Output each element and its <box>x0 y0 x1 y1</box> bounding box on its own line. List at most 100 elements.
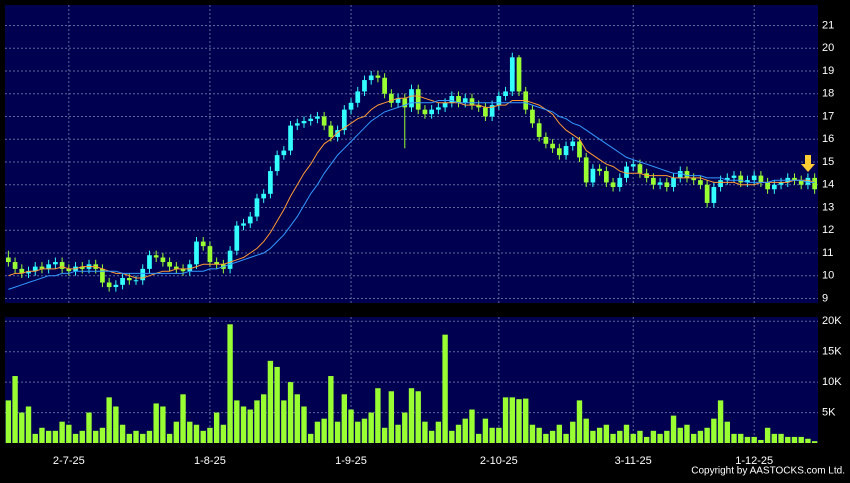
volume-bar <box>234 400 240 443</box>
candle-body <box>100 268 105 283</box>
volume-bar <box>570 421 576 443</box>
volume-bar <box>207 427 213 443</box>
volume-bar <box>623 424 630 443</box>
volume-bar <box>664 430 670 443</box>
volume-bar <box>529 424 536 443</box>
candle-body <box>362 80 367 92</box>
candle-body <box>315 116 320 119</box>
volume-bar <box>489 427 495 443</box>
volume-bar <box>160 406 166 443</box>
volume-bar <box>811 441 818 443</box>
volume-bar <box>334 421 341 443</box>
volume-bar <box>227 324 233 443</box>
y-tick-label: 19 <box>822 65 834 77</box>
candle-body <box>530 109 535 124</box>
y-tick-label: 21 <box>822 19 834 31</box>
volume-bar <box>711 418 717 443</box>
candle-body <box>19 268 25 274</box>
candle-body <box>268 171 273 194</box>
volume-bar <box>751 436 757 443</box>
candle-body <box>39 266 45 269</box>
volume-bar <box>697 430 704 443</box>
candle-body <box>368 75 374 81</box>
volume-bar <box>287 382 294 443</box>
candle-body <box>106 282 112 288</box>
volume-bar <box>200 430 206 443</box>
candle-body <box>341 109 347 131</box>
volume-bar <box>59 421 65 443</box>
candle-body <box>805 177 811 185</box>
volume-bar <box>455 424 462 443</box>
volume-bar <box>126 433 132 443</box>
volume-bar <box>166 433 173 443</box>
candle-body <box>684 171 690 178</box>
x-tick-label: 1-8-25 <box>194 455 226 467</box>
candle-body <box>429 109 435 115</box>
candle-body <box>6 257 11 263</box>
candle-body <box>335 130 340 137</box>
candle-body <box>483 107 488 117</box>
candle-body <box>328 125 334 137</box>
candle-body <box>53 262 58 265</box>
volume-bar <box>5 400 12 443</box>
volume-bar <box>240 406 247 443</box>
volume-bar <box>146 430 153 443</box>
candle-body <box>436 107 441 110</box>
marker-arrow <box>801 155 815 172</box>
volume-bar <box>603 424 610 443</box>
candle-body <box>194 241 199 265</box>
candle-body <box>59 262 65 269</box>
candle-body <box>126 277 132 281</box>
candle-body <box>691 177 697 181</box>
candle-body <box>449 95 455 103</box>
volume-bar <box>428 430 435 443</box>
candle-body <box>617 177 623 187</box>
candle-body <box>308 118 314 122</box>
candle-body <box>798 180 804 185</box>
candle-body <box>247 216 253 224</box>
volume-bar <box>173 421 180 443</box>
candle-body <box>745 180 750 183</box>
candle-body <box>214 262 220 265</box>
candle-body <box>12 262 18 269</box>
volume-bar <box>180 394 186 443</box>
copyright: Copyright by AASTOCKS.com Ltd. <box>691 466 845 477</box>
candle-body <box>597 168 602 172</box>
candle-body <box>153 255 159 258</box>
volume-bar <box>590 430 596 443</box>
volume-bar <box>99 427 106 443</box>
candle-body <box>281 150 287 156</box>
volume-bar <box>798 436 804 443</box>
volume-bar <box>93 430 99 443</box>
y-tick-label: 14 <box>822 179 834 191</box>
y-tick-label: 12 <box>822 224 834 236</box>
candle-body <box>476 105 482 108</box>
volume-bar <box>764 427 771 443</box>
volume-bar <box>549 430 556 443</box>
volume-bar <box>791 436 798 443</box>
y-tick-label: 18 <box>822 88 834 100</box>
volume-bar <box>717 400 724 443</box>
x-tick-label: 2-7-25 <box>53 455 85 467</box>
candle-body <box>509 57 515 92</box>
volume-bar <box>301 406 307 443</box>
candle-body <box>711 186 717 203</box>
candle-body <box>254 198 260 217</box>
candle-body <box>26 271 31 274</box>
candle-body <box>160 257 166 263</box>
volume-bar <box>274 366 280 443</box>
candle-body <box>489 105 495 117</box>
y-tick-label: 5K <box>822 406 836 418</box>
candle-body <box>120 277 125 285</box>
y-tick-label: 10K <box>822 376 842 388</box>
volume-bar <box>643 436 650 443</box>
candle-body <box>792 177 797 181</box>
candle-body <box>274 155 280 172</box>
volume-bar <box>771 433 778 443</box>
plot-background <box>5 5 818 303</box>
volume-bar <box>355 421 361 443</box>
candle-body <box>415 89 421 110</box>
volume-bar <box>778 433 784 443</box>
volume-bar <box>254 400 260 443</box>
candle-body <box>671 177 676 187</box>
